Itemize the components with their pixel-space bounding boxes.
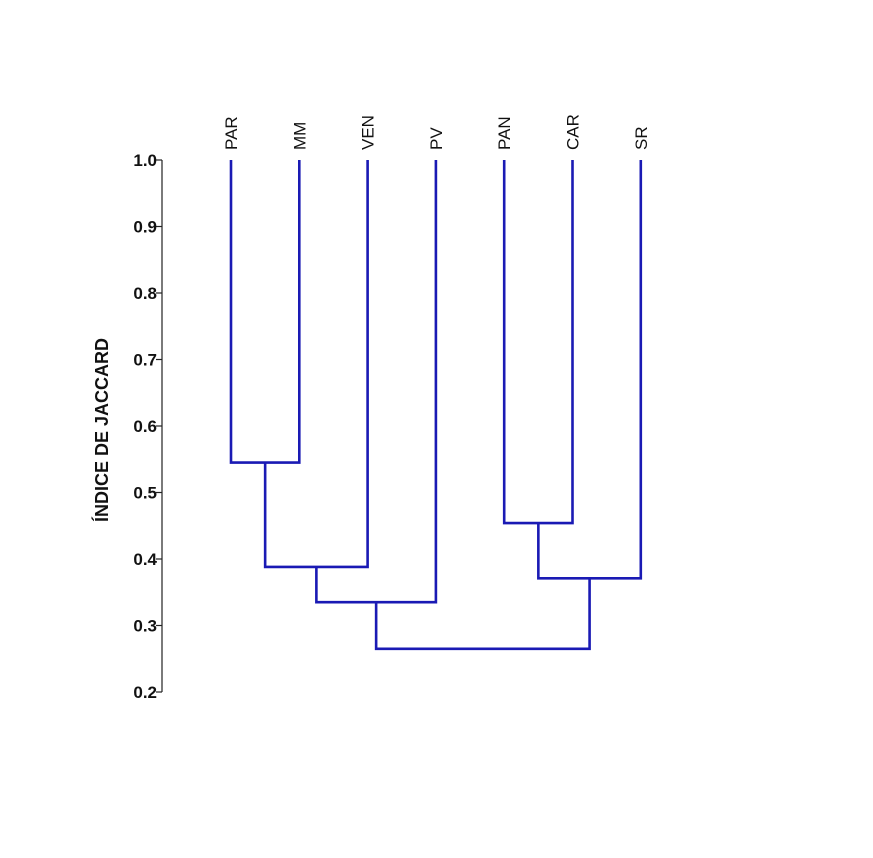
merge-link-m6 — [374, 578, 591, 651]
leaf-label-par: PAR — [222, 116, 241, 150]
y-tick-label: 0.2 — [133, 683, 157, 702]
merge-link-m5 — [537, 160, 643, 580]
y-tick-label: 0.8 — [133, 284, 157, 303]
y-tick-label: 0.5 — [133, 484, 157, 503]
dendrogram-tree — [229, 160, 643, 651]
y-tick-label: 0.7 — [133, 351, 157, 370]
merge-link-m1 — [229, 160, 301, 464]
leaf-label-mm: MM — [290, 122, 309, 150]
y-tick-label: 0.6 — [133, 417, 157, 436]
leaf-label-pan: PAN — [495, 116, 514, 150]
y-axis-label: ÍNDICE DE JACCARD — [91, 338, 112, 522]
y-tick-label: 0.3 — [133, 617, 157, 636]
leaf-label-sr: SR — [632, 126, 651, 150]
leaf-labels: PAR MM VEN PV PAN CAR SR — [222, 114, 651, 150]
merge-link-m3 — [315, 160, 438, 604]
leaf-label-pv: PV — [427, 127, 446, 150]
merge-link-m2 — [263, 160, 369, 569]
y-tick-label: 0.4 — [133, 550, 157, 569]
merge-link-m4 — [502, 160, 574, 525]
y-tick-label: 1.0 — [133, 151, 157, 170]
y-axis: 0.2 0.3 0.4 0.5 0.6 0.7 0.8 0.9 1.0 — [133, 151, 163, 702]
y-tick-label: 0.9 — [133, 218, 157, 237]
leaf-label-car: CAR — [564, 114, 583, 150]
leaf-label-ven: VEN — [359, 115, 378, 150]
